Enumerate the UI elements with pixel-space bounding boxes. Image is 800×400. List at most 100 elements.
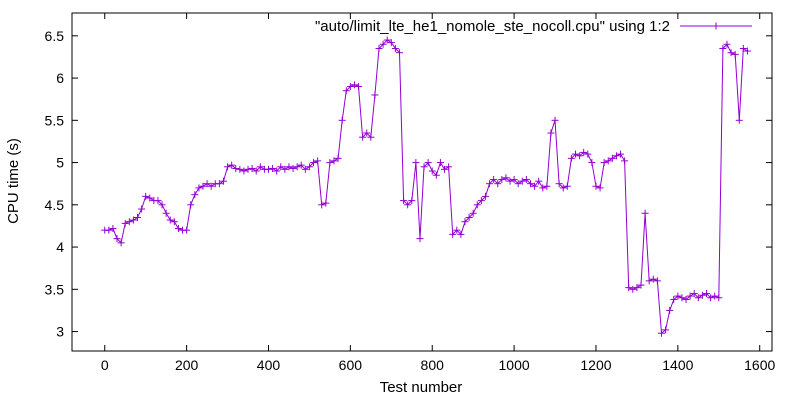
- data-point: [465, 213, 473, 221]
- data-point: [318, 201, 326, 209]
- data-point: [301, 165, 309, 173]
- data-point: [580, 148, 588, 156]
- data-point: [285, 163, 293, 171]
- data-point: [203, 180, 211, 188]
- data-point: [146, 194, 154, 202]
- data-point: [633, 284, 641, 292]
- data-point: [531, 182, 539, 190]
- y-tick-label: 3.5: [45, 281, 65, 297]
- data-point: [379, 40, 387, 48]
- data-point: [518, 177, 526, 185]
- y-tick-label: 4: [56, 239, 64, 255]
- data-point: [359, 133, 367, 141]
- data-point: [232, 164, 240, 172]
- data-point: [653, 277, 661, 285]
- data-point: [371, 91, 379, 99]
- data-point: [219, 177, 227, 185]
- data-point: [572, 150, 580, 158]
- data-point: [170, 218, 178, 226]
- x-tick-label: 1600: [744, 357, 775, 373]
- data-point: [113, 235, 121, 243]
- data-point: [445, 163, 453, 171]
- data-point: [690, 290, 698, 298]
- data-point: [428, 167, 436, 175]
- data-point: [387, 39, 395, 47]
- data-point: [391, 44, 399, 52]
- data-point: [551, 116, 559, 124]
- data-point: [395, 49, 403, 57]
- data-point: [457, 230, 465, 238]
- data-point: [215, 180, 223, 188]
- x-tick-label: 400: [257, 357, 281, 373]
- data-point: [191, 191, 199, 199]
- data-point: [559, 184, 567, 192]
- data-point: [350, 81, 358, 89]
- data-point: [522, 175, 530, 183]
- data-point: [244, 165, 252, 173]
- data-point: [629, 285, 637, 293]
- data-point: [154, 197, 162, 205]
- x-axis-title: Test number: [380, 379, 463, 396]
- data-point: [256, 163, 264, 171]
- data-point: [277, 163, 285, 171]
- data-point: [481, 192, 489, 200]
- plot-border: [71, 12, 773, 352]
- data-point: [297, 161, 305, 169]
- data-point: [404, 201, 412, 209]
- y-tick-label: 4.5: [45, 197, 65, 213]
- x-tick-label: 1400: [662, 357, 693, 373]
- data-point: [645, 277, 653, 285]
- data-point: [461, 218, 469, 226]
- data-point: [641, 209, 649, 217]
- data-point: [698, 291, 706, 299]
- data-point: [400, 197, 408, 205]
- data-point: [682, 295, 690, 303]
- data-point: [408, 197, 416, 205]
- data-point: [420, 163, 428, 171]
- data-point: [604, 157, 612, 165]
- data-point: [346, 83, 354, 91]
- x-tick-label: 800: [421, 357, 445, 373]
- data-point: [424, 159, 432, 167]
- data-point: [236, 165, 244, 173]
- data-point: [326, 159, 334, 167]
- data-point: [625, 284, 633, 292]
- data-point: [355, 83, 363, 91]
- x-tick-label: 1000: [499, 357, 530, 373]
- data-point: [252, 167, 260, 175]
- data-point: [723, 40, 731, 48]
- data-point: [269, 164, 277, 172]
- data-point: [158, 201, 166, 209]
- data-point: [117, 239, 125, 247]
- data-point: [207, 182, 215, 190]
- data-point: [125, 218, 133, 226]
- data-point: [535, 177, 543, 185]
- data-point: [441, 165, 449, 173]
- x-axis-ticks: 0 200 400 600 800 1000 1200 1400 1600: [101, 13, 775, 373]
- y-tick-label: 6.5: [45, 28, 65, 44]
- data-point: [375, 44, 383, 52]
- data-point: [674, 292, 682, 300]
- data-point: [735, 116, 743, 124]
- data-point: [588, 159, 596, 167]
- data-point: [490, 175, 498, 183]
- data-point: [305, 163, 313, 171]
- data-point: [612, 152, 620, 160]
- data-point: [248, 164, 256, 172]
- y-axis-ticks: 3 3.5 4 4.5 5 5.5 6 6.5: [45, 28, 772, 340]
- data-point: [449, 230, 457, 238]
- data-point: [666, 306, 674, 314]
- x-tick-label: 200: [175, 357, 199, 373]
- data-point: [338, 116, 346, 124]
- data-point: [129, 216, 137, 224]
- data-point: [363, 129, 371, 137]
- data-point: [109, 224, 117, 232]
- data-point: [195, 184, 203, 192]
- data-point: [486, 180, 494, 188]
- data-point: [547, 129, 555, 137]
- x-tick-label: 600: [339, 357, 363, 373]
- data-point: [199, 182, 207, 190]
- data-point: [494, 180, 502, 188]
- legend-label: "auto/limit_lte_he1_nomole_ste_nocoll.cp…: [315, 18, 670, 35]
